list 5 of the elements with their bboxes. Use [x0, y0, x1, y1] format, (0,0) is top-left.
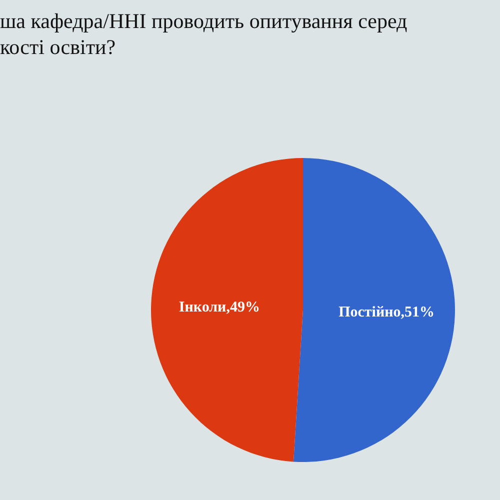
pie-slice	[293, 158, 455, 462]
chart-title: ша кафедра/ННІ проводить опитування серед кості освіти?	[0, 8, 408, 60]
slice-label: Інколи,49%	[178, 299, 260, 316]
slice-label: Постійно,51%	[338, 304, 435, 321]
pie-slice	[151, 158, 303, 462]
